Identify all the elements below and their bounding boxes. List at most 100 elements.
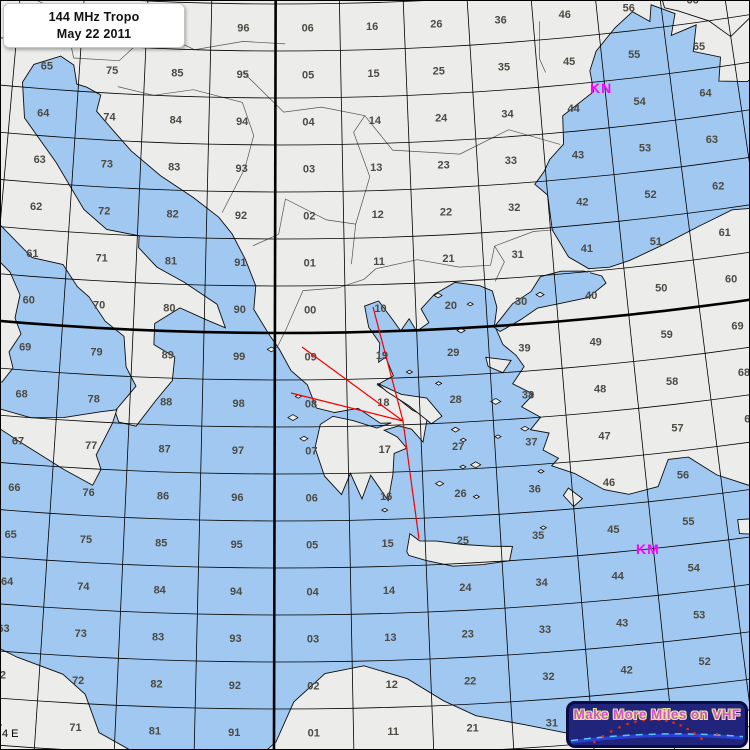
grid-square-number: 31 — [512, 249, 524, 261]
grid-square-number: 80 — [163, 303, 175, 315]
country-border — [351, 115, 371, 265]
meridian-line-bold — [272, 0, 277, 750]
islet — [520, 425, 530, 432]
grid-square-number: 56 — [623, 2, 635, 14]
logo-propagation-dot — [693, 732, 696, 735]
islet — [466, 301, 474, 307]
grid-square-number: 43 — [572, 150, 584, 162]
sea-of-marmara — [493, 270, 607, 333]
grid-square-number: 39 — [518, 343, 530, 355]
grid-square-number: 14 — [383, 585, 396, 597]
grid-square-number: 81 — [149, 725, 161, 737]
grid-square-number: 36 — [529, 483, 541, 495]
grid-square-number: 51 — [650, 236, 662, 248]
grid-square-number: 14 — [369, 115, 382, 127]
grid-square-number: 03 — [303, 163, 315, 175]
islet — [539, 525, 548, 530]
grid-square-number: 22 — [464, 676, 476, 688]
grid-square-number: 78 — [88, 393, 100, 405]
grid-square-number: 30 — [515, 296, 527, 308]
meridian-line — [0, 0, 21, 231]
grid-square-number: 38 — [522, 390, 534, 402]
grid-square-number: 67 — [12, 435, 24, 447]
grid-square-number: 82 — [166, 209, 178, 221]
parallel-line — [0, 156, 750, 193]
grid-square-number: 16 — [380, 491, 392, 503]
grid-square-number: 11 — [373, 256, 385, 268]
grid-square-number: 74 — [77, 581, 90, 593]
parallel-line — [0, 346, 750, 381]
grid-square-number: 04 — [302, 116, 315, 128]
grid-square-number: 84 — [154, 584, 167, 596]
grid-square-number: 61 — [26, 248, 38, 260]
logo-propagation-dot — [665, 719, 668, 722]
grid-square-number: 26 — [454, 488, 466, 500]
grid-square-number: 02 — [307, 680, 319, 692]
field-label-km: KM — [636, 541, 660, 557]
grid-square-number: 26 — [430, 19, 442, 31]
propagation-path — [290, 392, 404, 422]
grid-square-number: 88 — [160, 397, 172, 409]
grid-square-number: 65 — [5, 529, 17, 541]
make-more-miles-logo: Make More Miles on VHF — [566, 701, 748, 748]
grid-square-number: 52 — [644, 189, 656, 201]
grid-square-number: 06 — [306, 492, 318, 504]
grid-square-number: 10 — [374, 303, 386, 315]
grid-square-number: 15 — [381, 538, 393, 550]
grid-square-number: 89 — [162, 350, 174, 362]
meridian-line — [338, 0, 355, 750]
grid-square-number: 66 — [8, 482, 20, 494]
island — [0, 408, 118, 486]
grid-square-number: 08 — [305, 398, 317, 410]
parallel-line — [0, 61, 750, 99]
grid-square-number: 46 — [603, 477, 615, 489]
grid-square-number: 49 — [590, 337, 602, 349]
grid-square-number: 79 — [90, 346, 102, 358]
logo-propagation-dot — [593, 740, 596, 744]
grid-square-number: 22 — [440, 206, 452, 218]
parallel-line — [120, 0, 445, 5]
islet — [472, 494, 481, 500]
islet — [494, 434, 502, 439]
grid-square-number: 09 — [304, 351, 316, 363]
parallel-line — [0, 14, 750, 52]
meridian-line — [466, 0, 515, 750]
parallel-line — [0, 678, 750, 710]
grid-square-number: 54 — [688, 563, 701, 575]
meridian-line — [402, 0, 435, 750]
grid-square-number: 92 — [229, 680, 241, 692]
propagation-path — [402, 420, 420, 540]
grid-square-number: 64 — [1, 576, 14, 588]
map-title-frequency: 144 MHz Tropo — [48, 9, 140, 24]
meridian-line — [530, 0, 595, 750]
grid-square-number: 37 — [525, 436, 537, 448]
grid-square-number: 67 — [744, 413, 750, 425]
grid-square-number: 32 — [542, 671, 554, 683]
grid-square-number: 23 — [437, 159, 449, 171]
grid-square-number: 85 — [171, 68, 183, 80]
grid-square-number: 63 — [706, 134, 718, 146]
grid-square-number: 45 — [607, 524, 619, 536]
grid-square-number: 75 — [80, 534, 92, 546]
grid-square-number: 70 — [93, 299, 105, 311]
grid-square-number: 93 — [229, 633, 241, 645]
grid-square-number: 65 — [41, 60, 53, 72]
grid-square-number: 71 — [96, 253, 108, 265]
grid-square-number: 34 — [535, 577, 548, 589]
meridian-line — [724, 0, 750, 169]
grid-square-number: 11 — [387, 726, 399, 738]
grid-square-number: 71 — [69, 722, 81, 734]
grid-square-number: 72 — [98, 206, 110, 218]
grid-square-number: 44 — [567, 103, 580, 115]
grid-square-number: 05 — [306, 539, 318, 551]
parallel-line-bold — [0, 298, 750, 335]
parallel-line — [0, 251, 750, 287]
islet — [434, 381, 443, 386]
grid-square-number: 91 — [228, 727, 240, 739]
grid-square-number: 85 — [155, 537, 167, 549]
meridian-line — [113, 0, 149, 750]
grid-square-number: 83 — [168, 162, 180, 174]
grid-square-number: 20 — [445, 300, 457, 312]
parallel-line — [0, 583, 750, 616]
